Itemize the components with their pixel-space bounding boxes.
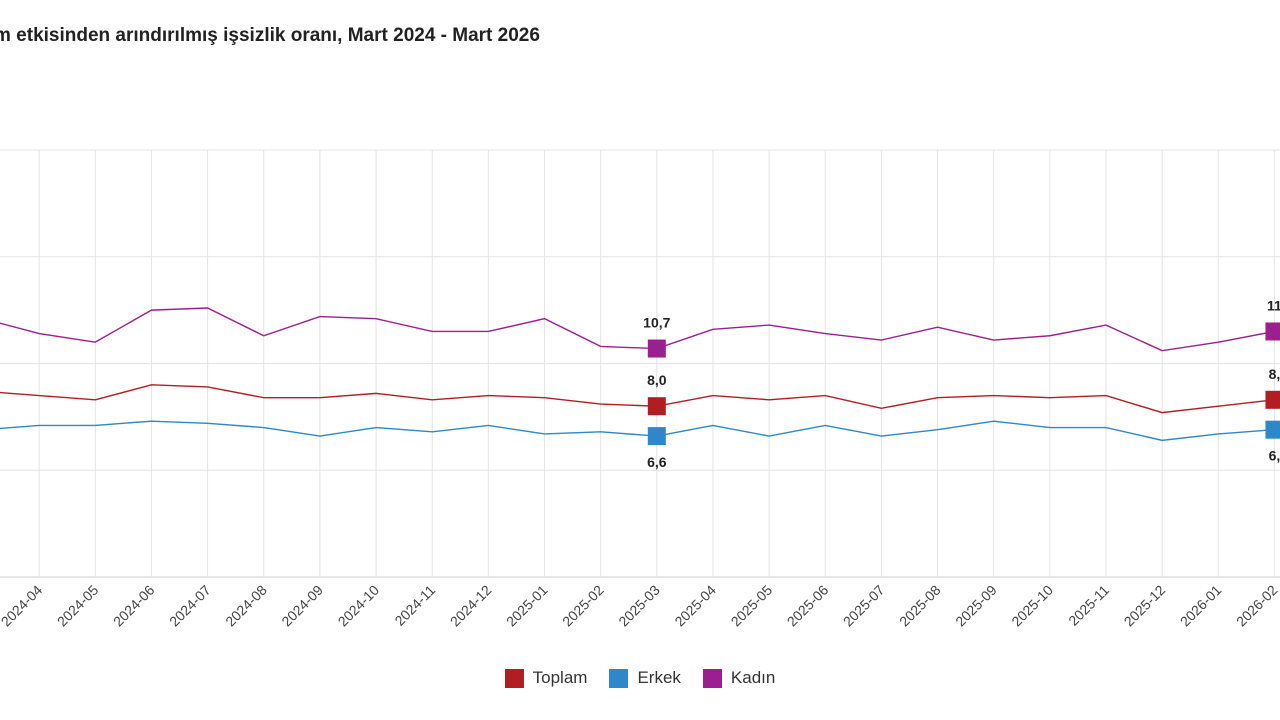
series-line-kadın (0, 307, 1275, 352)
data-marker (1265, 322, 1280, 341)
legend-item-erkek[interactable]: Erkek (609, 668, 681, 688)
x-tick-label: 2025-10 (1008, 582, 1056, 630)
data-label: 6,6 (647, 454, 667, 470)
x-tick-label: 2025-06 (784, 582, 832, 630)
legend-swatch-erkek (609, 668, 629, 688)
data-label: 6, (1269, 448, 1280, 464)
x-tick-label: 2024-10 (335, 582, 383, 630)
series-line-toplam (0, 384, 1275, 414)
x-tick-label: 2025-05 (728, 582, 776, 630)
x-tick-label: 2026-01 (1177, 582, 1225, 630)
x-tick-label: 2024-09 (278, 582, 326, 630)
data-marker (1265, 390, 1280, 409)
legend-label-kadin: Kadın (730, 668, 776, 687)
series-line-erkek (0, 420, 1275, 442)
x-tick-label: 2024-11 (391, 582, 438, 629)
x-tick-label: 2025-08 (896, 582, 944, 630)
x-tick-label: 2026-02 (1233, 582, 1280, 630)
data-marker (647, 339, 666, 358)
x-tick-label: 2024-04 (0, 582, 45, 630)
data-marker (1265, 420, 1280, 439)
legend-item-toplam[interactable]: Toplam (504, 668, 588, 688)
x-tick-label: 2025-02 (559, 582, 607, 630)
data-label: 8,0 (647, 372, 667, 388)
x-tick-label: 2025-03 (615, 582, 663, 630)
x-tick-label: 2024-06 (110, 582, 158, 630)
x-tick-label: 2025-09 (952, 582, 1000, 630)
legend-swatch-kadin (702, 668, 722, 688)
data-marker (647, 427, 666, 446)
legend-swatch-toplam (504, 668, 524, 688)
data-label: 11 (1267, 297, 1280, 313)
x-tick-label: 2025-12 (1121, 582, 1169, 630)
x-tick-label: 2025-01 (503, 582, 551, 630)
x-tick-label: 2025-04 (671, 582, 719, 630)
chart-title: m etkisinden arındırılmış işsizlik oranı… (0, 25, 540, 46)
data-label: 10,7 (643, 315, 670, 331)
data-marker (647, 397, 666, 416)
legend-label-toplam: Toplam (532, 668, 588, 687)
legend: Toplam Erkek Kadın (0, 668, 1280, 688)
x-tick-label: 2025-07 (840, 582, 888, 630)
x-tick-label: 2025-11 (1065, 582, 1112, 629)
data-label: 8, (1269, 366, 1280, 382)
x-tick-label: 2024-12 (447, 582, 495, 630)
x-tick-label: 2024-05 (54, 582, 102, 630)
x-tick-label: 2024-07 (166, 582, 214, 630)
legend-item-kadin[interactable]: Kadın (702, 668, 776, 688)
x-tick-label: 2024-08 (222, 582, 270, 630)
legend-label-erkek: Erkek (637, 668, 681, 687)
